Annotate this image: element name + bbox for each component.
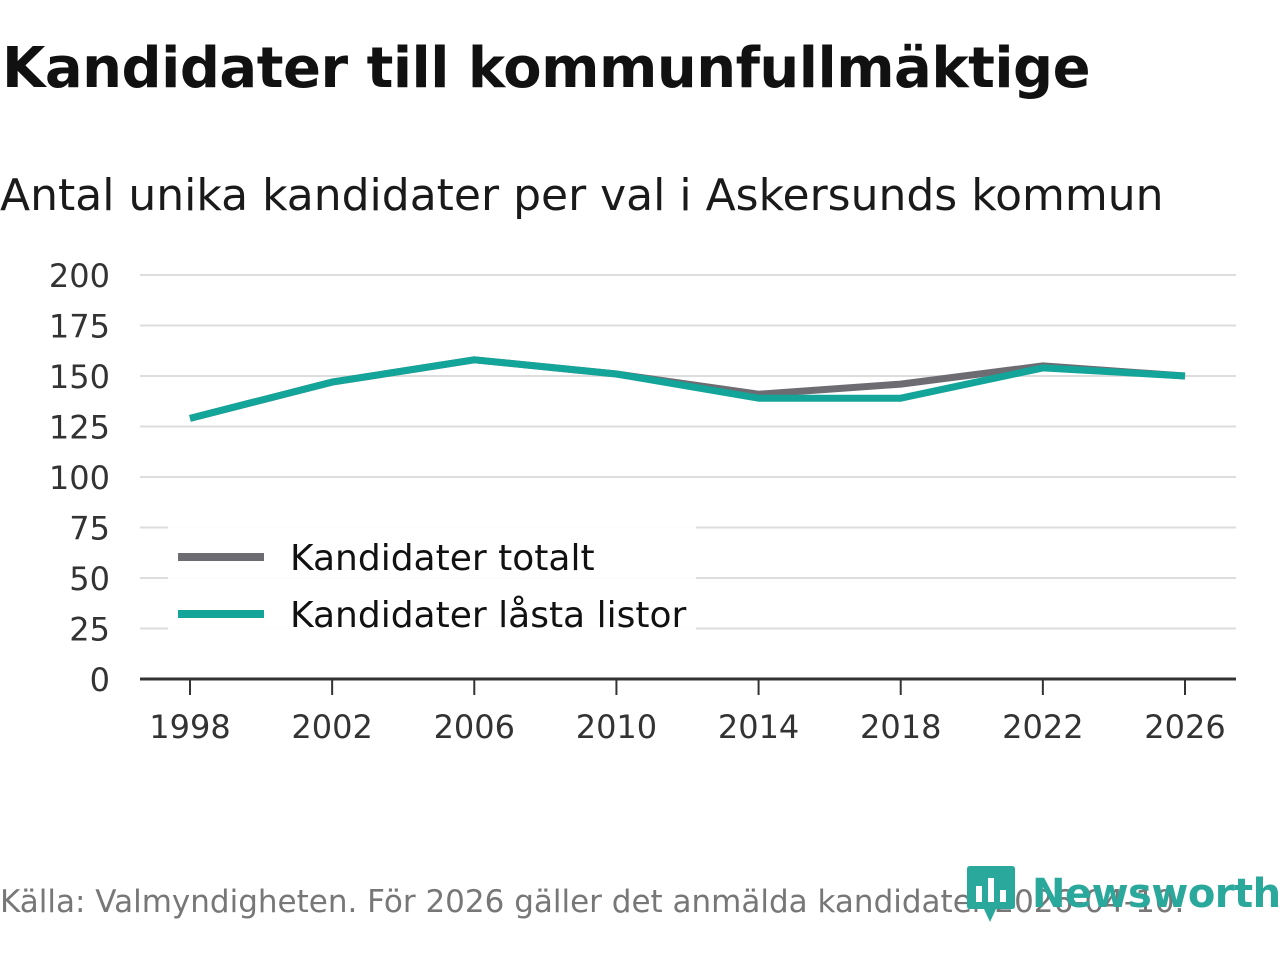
x-tick-label-1998: 1998: [149, 708, 230, 746]
brand-logo: Newsworthy: [966, 864, 1280, 924]
y-tick-label-75: 75: [69, 510, 110, 548]
newsworthy-logo-icon: [967, 866, 1015, 922]
y-tick-label-0: 0: [90, 661, 110, 699]
y-tick-label-200: 200: [49, 257, 110, 295]
y-tick-label-25: 25: [69, 611, 110, 649]
legend: Kandidater totalt Kandidater låsta listo…: [168, 526, 696, 636]
y-tick-label-50: 50: [69, 560, 110, 598]
x-tick-label-2026: 2026: [1144, 708, 1225, 746]
x-tick-label-2010: 2010: [576, 708, 657, 746]
legend-label-total: Kandidater totalt: [290, 538, 595, 579]
y-tick-label-175: 175: [49, 308, 110, 346]
y-tick-label-125: 125: [49, 409, 110, 447]
x-tick-label-2006: 2006: [434, 708, 515, 746]
y-axis-tick-labels: 0 25 50 75 100 125 150 175 200: [49, 257, 110, 699]
legend-label-locked: Kandidater låsta listor: [290, 595, 686, 636]
series-lines: [189, 356, 1186, 422]
x-tick-label-2022: 2022: [1002, 708, 1083, 746]
y-tick-label-100: 100: [49, 459, 110, 497]
x-tick-label-2014: 2014: [718, 708, 799, 746]
x-tick-label-2002: 2002: [291, 708, 372, 746]
x-tick-label-2018: 2018: [860, 708, 941, 746]
chart-title: Kandidater till kommunfullmäktige: [2, 36, 1091, 101]
x-axis-tick-labels: 1998 2002 2006 2010 2014 2018 2022 2026: [149, 708, 1225, 746]
x-axis: [140, 677, 1236, 695]
chart-subtitle: Antal unika kandidater per val i Askersu…: [0, 170, 1164, 221]
brand-name: Newsworthy: [1032, 871, 1280, 917]
y-tick-label-150: 150: [49, 358, 110, 396]
series-line-locked: [189, 356, 1186, 422]
